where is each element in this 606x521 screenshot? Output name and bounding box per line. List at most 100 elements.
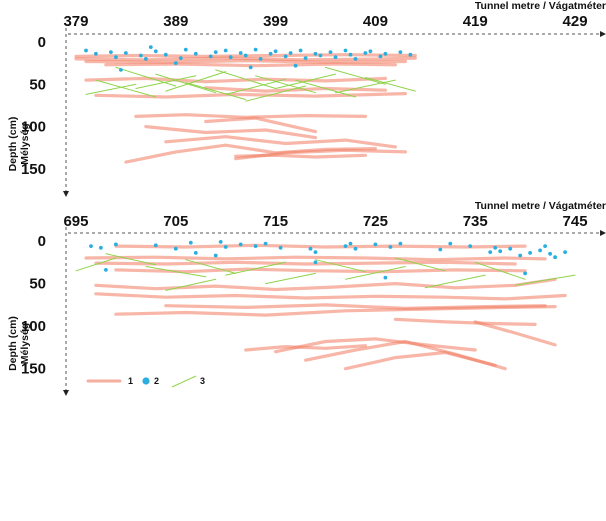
crack-line-14: [234, 153, 367, 159]
crack-line-6: [94, 91, 407, 99]
green-line-27: [105, 253, 157, 266]
x-tick-label: 409: [363, 13, 388, 30]
blue-dot: [438, 247, 443, 252]
x-tick-label: 429: [563, 13, 588, 30]
crack-line-11: [124, 143, 377, 164]
blue-dot: [253, 47, 258, 52]
x-axis-arrow: [600, 230, 606, 236]
blue-dot: [448, 241, 453, 246]
crack-line-4: [104, 62, 397, 68]
blue-dot: [173, 61, 178, 65]
blue-dot: [363, 51, 368, 55]
green-line-22: [394, 257, 446, 272]
x-tick-label: 745: [563, 213, 588, 230]
blue-dot: [498, 249, 503, 254]
green-line-18: [155, 73, 217, 94]
blue-dot: [468, 244, 473, 249]
blue-dot: [173, 246, 178, 251]
y-tick-label: 100: [21, 318, 46, 335]
blue-dot: [553, 255, 557, 260]
blue-dot: [383, 51, 388, 56]
blue-dot: [148, 45, 153, 49]
blue-dot: [228, 55, 233, 60]
blue-dot: [353, 246, 358, 251]
x-tick-label: 725: [363, 213, 388, 230]
blue-dot: [183, 47, 188, 52]
crack-line-1: [114, 243, 527, 249]
axes: [63, 28, 606, 197]
green-line-26: [325, 66, 386, 85]
blue-dot: [84, 48, 88, 53]
blue-dot: [153, 49, 158, 54]
blue-dot: [139, 53, 143, 58]
legend: 1 2 3: [86, 375, 205, 388]
green-line-20: [185, 82, 247, 100]
blue-dot: [388, 245, 393, 249]
green-line-28: [364, 77, 416, 92]
x-tick-label: 379: [63, 13, 88, 30]
blue-dot: [89, 244, 93, 249]
green-line-19: [265, 272, 316, 285]
crack-line-2: [74, 56, 417, 62]
green-line-25: [295, 79, 356, 98]
green-line-24: [275, 73, 336, 89]
blue-dot: [493, 245, 498, 250]
crack-line-13: [244, 344, 367, 352]
legend-label-2: 2: [154, 376, 159, 386]
y-tick-label: 100: [21, 119, 46, 136]
green-line-21: [345, 266, 406, 280]
crack-line-1: [74, 53, 417, 59]
green-line-27: [335, 79, 396, 94]
blue-dot: [263, 241, 268, 246]
blue-dot: [119, 68, 123, 72]
green-line-26: [165, 278, 217, 291]
blue-dot: [318, 53, 323, 58]
blue-dot: [218, 240, 223, 244]
blue-dot: [398, 50, 403, 54]
green-line-21: [215, 69, 277, 89]
blue-dot: [398, 241, 403, 246]
green-line-18: [225, 261, 287, 276]
crack-line-8: [164, 303, 547, 310]
green-line-19: [165, 71, 227, 92]
blue-dot: [293, 63, 298, 68]
blue-dot: [353, 57, 358, 61]
blue-dot: [268, 51, 273, 56]
x-tick-label: 419: [463, 13, 488, 30]
blue-dot: [144, 57, 148, 61]
blue-dot: [538, 248, 542, 253]
legend-dot-swatch: [142, 377, 150, 385]
blue-dot: [563, 250, 567, 255]
crack-line-7: [204, 86, 387, 93]
blue-dot: [163, 52, 168, 57]
blue-dot: [378, 54, 383, 59]
plot-area: [75, 240, 576, 371]
green-line-30: [245, 85, 307, 102]
blue-dot: [333, 55, 338, 60]
legend-label-3: 3: [200, 376, 205, 386]
green-line-15: [95, 79, 157, 98]
blue-dot: [288, 51, 293, 55]
blue-dot: [278, 245, 283, 250]
blue-dot: [94, 51, 98, 56]
blue-dot: [518, 253, 523, 258]
blue-dot: [373, 242, 378, 247]
crack-line-10: [164, 135, 397, 149]
x-tick-label: 695: [63, 213, 88, 230]
blue-dot: [548, 251, 552, 256]
crack-line-12: [343, 350, 497, 371]
blue-dot: [238, 242, 243, 247]
green-line-25: [514, 274, 576, 286]
x-axis-title: Tunnel metre / Vágatméter: [475, 0, 606, 12]
green-line-29: [85, 83, 137, 95]
y-tick-label: 150: [21, 361, 46, 378]
crack-line-9: [144, 124, 318, 140]
x-tick-label: 399: [263, 13, 288, 30]
y-axis-title: Depth (cm): [7, 117, 19, 172]
green-line-23: [255, 75, 316, 94]
blue-dot: [193, 51, 198, 56]
crack-line-3: [84, 58, 407, 64]
crack-line-5: [84, 76, 387, 84]
crack-line-2: [84, 255, 547, 262]
y-tick-label: 0: [38, 34, 46, 51]
